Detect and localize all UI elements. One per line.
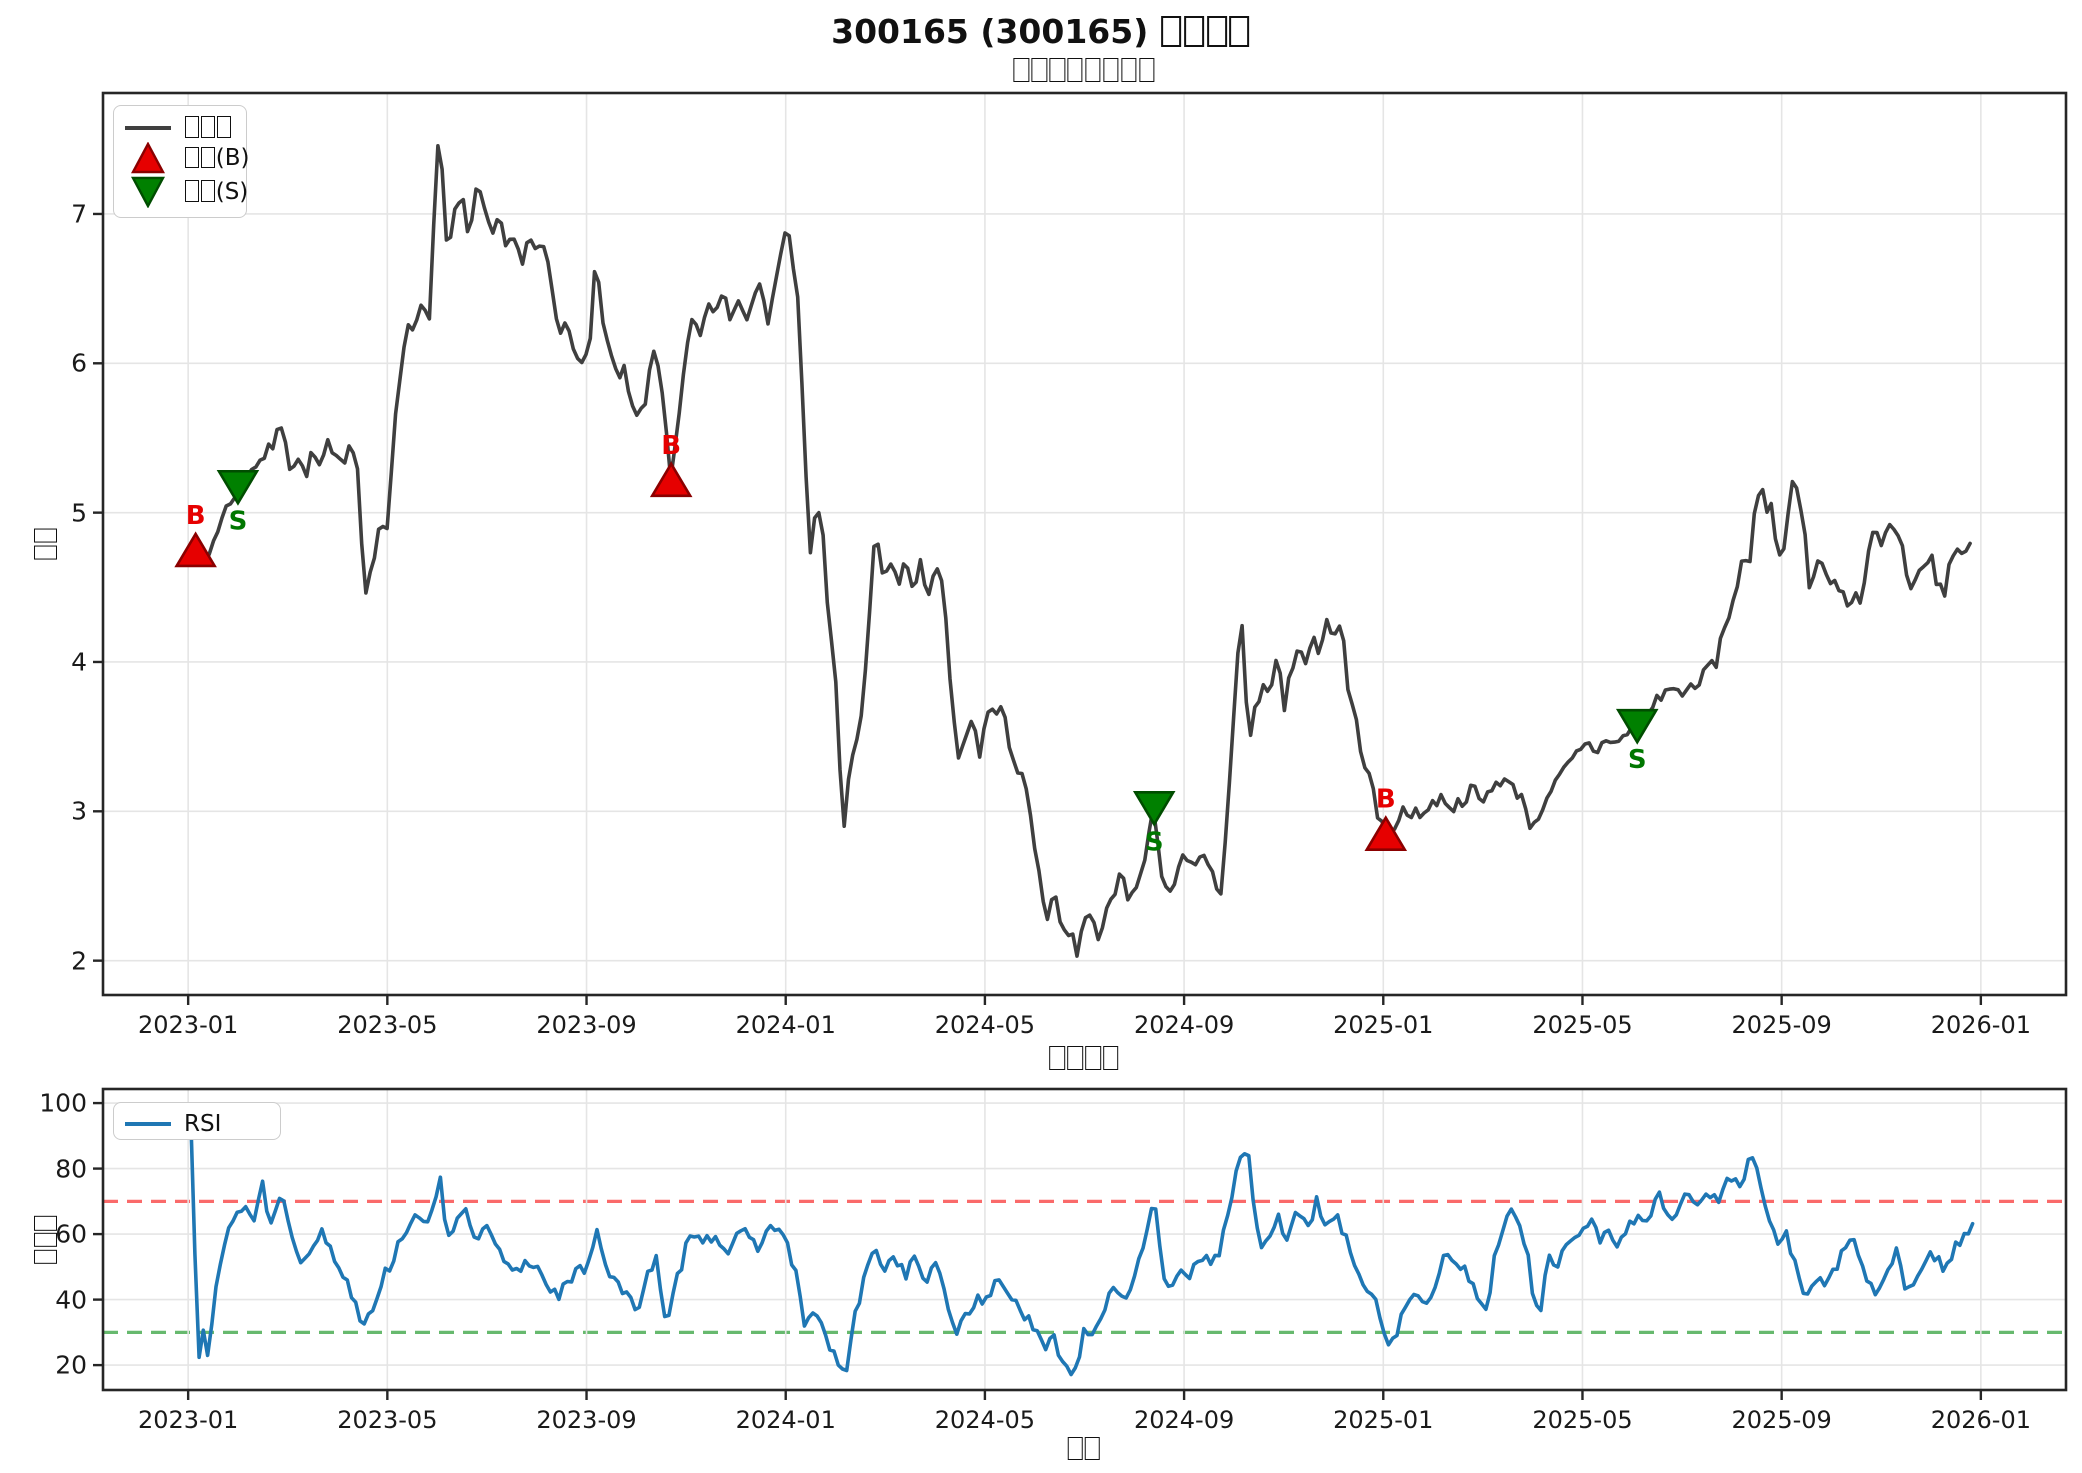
legend-label: (B) bbox=[184, 145, 249, 171]
legend-label: (S) bbox=[184, 179, 248, 205]
legend-line-sample bbox=[125, 125, 171, 130]
x-tick-label: 2023-05 bbox=[337, 1406, 438, 1434]
legend-entry: (S) bbox=[124, 176, 248, 209]
x-tick-label: 2026-01 bbox=[1930, 1011, 2031, 1039]
missing-glyph-box bbox=[1120, 57, 1137, 83]
x-tick-label: 2023-01 bbox=[138, 1406, 239, 1434]
missing-glyph-box bbox=[200, 115, 215, 138]
legend-entry: RSI bbox=[124, 1111, 266, 1137]
missing-glyph-box bbox=[1161, 15, 1182, 48]
y-tick-label: 40 bbox=[55, 1285, 87, 1315]
missing-glyph-box bbox=[1031, 57, 1048, 83]
price-legend: (B) (S) bbox=[113, 105, 249, 218]
missing-glyph-box bbox=[1013, 57, 1030, 83]
missing-glyph-box bbox=[34, 1249, 58, 1264]
missing-glyph-box bbox=[200, 146, 215, 169]
missing-glyph-box bbox=[1067, 57, 1083, 83]
legend-triangle-down-icon bbox=[131, 176, 165, 209]
figure-title: 300165 (300165) bbox=[831, 12, 1251, 51]
y-tick-label: 20 bbox=[55, 1350, 87, 1380]
y-tick-label: 3 bbox=[71, 796, 87, 826]
x-tick-label: 2025-01 bbox=[1333, 1406, 1434, 1434]
x-tick-label: 2025-09 bbox=[1731, 1406, 1832, 1434]
missing-glyph-box bbox=[1138, 57, 1155, 83]
price-chart-title bbox=[1012, 56, 1155, 86]
rsi-chart bbox=[93, 1087, 2068, 1400]
missing-glyph-box bbox=[1206, 15, 1227, 48]
sell-label: S bbox=[1145, 827, 1164, 857]
sell-marker bbox=[216, 469, 260, 506]
missing-glyph-box bbox=[34, 545, 58, 560]
x-tick-label: 2024-09 bbox=[1133, 1011, 1235, 1039]
missing-glyph-box bbox=[1067, 1045, 1083, 1071]
buy-marker bbox=[1364, 815, 1408, 852]
missing-glyph-box bbox=[1067, 1436, 1083, 1461]
buy-label: B bbox=[661, 431, 681, 461]
x-tick-label: 2026-01 bbox=[1930, 1406, 2031, 1434]
missing-glyph-box bbox=[1103, 1045, 1119, 1071]
missing-glyph-box bbox=[1085, 1045, 1101, 1071]
buy-marker bbox=[174, 531, 217, 568]
missing-glyph-box bbox=[1103, 57, 1119, 83]
price-ylabel bbox=[32, 527, 60, 560]
x-tick-label: 2023-09 bbox=[536, 1406, 637, 1434]
x-tick-label: 2025-05 bbox=[1532, 1011, 1633, 1039]
missing-glyph-box bbox=[34, 1232, 58, 1248]
sell-label: S bbox=[1628, 745, 1647, 775]
missing-glyph-box bbox=[200, 180, 215, 203]
legend-label bbox=[184, 115, 232, 141]
missing-glyph-box bbox=[34, 528, 58, 543]
y-tick-label: 60 bbox=[55, 1219, 87, 1249]
y-tick-label: 7 bbox=[71, 199, 87, 229]
buy-label: B bbox=[1376, 785, 1396, 815]
legend-label: RSI bbox=[184, 1111, 222, 1137]
missing-glyph-box bbox=[1085, 1436, 1101, 1461]
y-tick-label: 4 bbox=[71, 647, 87, 677]
y-tick-label: 2 bbox=[71, 946, 87, 976]
x-tick-label: 2024-09 bbox=[1133, 1406, 1235, 1434]
x-tick-label: 2024-05 bbox=[934, 1406, 1036, 1434]
x-tick-label: 2024-01 bbox=[735, 1406, 836, 1434]
legend-entry: (B) bbox=[124, 142, 249, 174]
x-tick-label: 2025-09 bbox=[1731, 1011, 1832, 1039]
sell-marker bbox=[1615, 708, 1659, 745]
missing-glyph-box bbox=[1049, 1045, 1065, 1071]
legend-entry bbox=[124, 115, 232, 141]
x-tick-label: 2023-09 bbox=[536, 1011, 637, 1039]
x-tick-label: 2025-01 bbox=[1333, 1011, 1434, 1039]
y-tick-label: 5 bbox=[71, 498, 87, 528]
sell-marker bbox=[1132, 791, 1176, 827]
x-tick-label: 2023-01 bbox=[138, 1011, 239, 1039]
x-axis-label bbox=[1067, 1434, 1102, 1463]
missing-glyph-box bbox=[216, 115, 231, 138]
missing-glyph-box bbox=[34, 1216, 58, 1231]
x-tick-label: 2024-01 bbox=[735, 1011, 836, 1039]
buy-label: B bbox=[186, 501, 206, 531]
legend-triangle-up-icon bbox=[131, 142, 165, 174]
x-tick-label: 2023-05 bbox=[337, 1011, 438, 1039]
sell-label: S bbox=[229, 506, 248, 536]
legend-line-sample bbox=[125, 1122, 171, 1126]
x-tick-label: 2024-05 bbox=[934, 1011, 1036, 1039]
rsi-legend: RSI bbox=[113, 1102, 281, 1140]
missing-glyph-box bbox=[185, 115, 199, 138]
missing-glyph-box bbox=[185, 146, 199, 169]
missing-glyph-box bbox=[1085, 57, 1101, 83]
rsi-chart-title bbox=[1048, 1044, 1120, 1074]
missing-glyph-box bbox=[1229, 15, 1250, 48]
x-tick-label: 2025-05 bbox=[1532, 1406, 1633, 1434]
y-tick-label: 6 bbox=[71, 348, 87, 378]
y-tick-label: 80 bbox=[55, 1154, 87, 1184]
buy-marker bbox=[649, 461, 693, 498]
missing-glyph-box bbox=[1049, 57, 1065, 83]
missing-glyph-box bbox=[1184, 15, 1204, 48]
y-tick-label: 100 bbox=[39, 1088, 87, 1118]
missing-glyph-box bbox=[185, 180, 199, 203]
